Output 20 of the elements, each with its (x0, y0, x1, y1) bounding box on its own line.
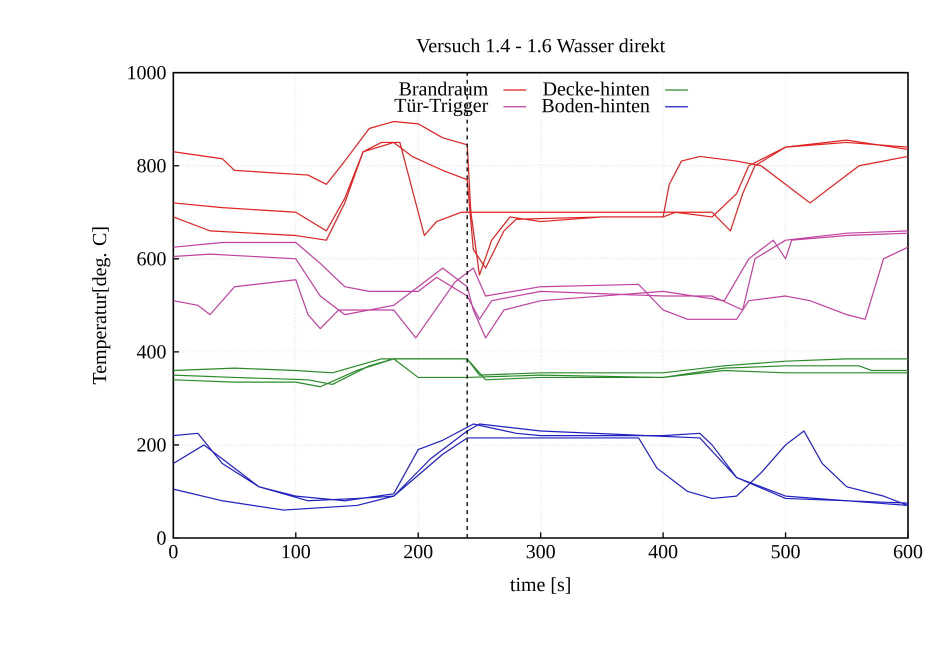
x-axis-title: time [s] (510, 577, 570, 594)
legend-label: Brandraum (399, 82, 488, 96)
x-tick-label: 100 (282, 544, 310, 558)
y-tick-label: 800 (137, 159, 166, 172)
x-tick-label: 400 (648, 544, 678, 558)
x-tick-label: 200 (404, 544, 432, 558)
x-tick-label: 500 (772, 544, 800, 558)
y-tick-label: 600 (137, 252, 166, 266)
y-tick-label: 0 (157, 531, 166, 545)
legend-label: Tür-Trigger (394, 98, 488, 116)
y-tick-label: 1000 (128, 66, 166, 80)
legend-label: Decke-hinten (543, 82, 650, 96)
legend-label: Boden-hinten (542, 98, 650, 112)
chart-title: Versuch 1.4 - 1.6 Wasser direkt (416, 38, 666, 52)
x-tick-label: 600 (894, 544, 922, 558)
x-tick-label: 0 (169, 544, 178, 558)
x-tick-label: 300 (526, 544, 555, 558)
y-tick-label: 200 (137, 438, 166, 452)
y-axis-title: Temperatur[deg. C] (92, 228, 110, 384)
y-tick-label: 400 (136, 345, 166, 359)
